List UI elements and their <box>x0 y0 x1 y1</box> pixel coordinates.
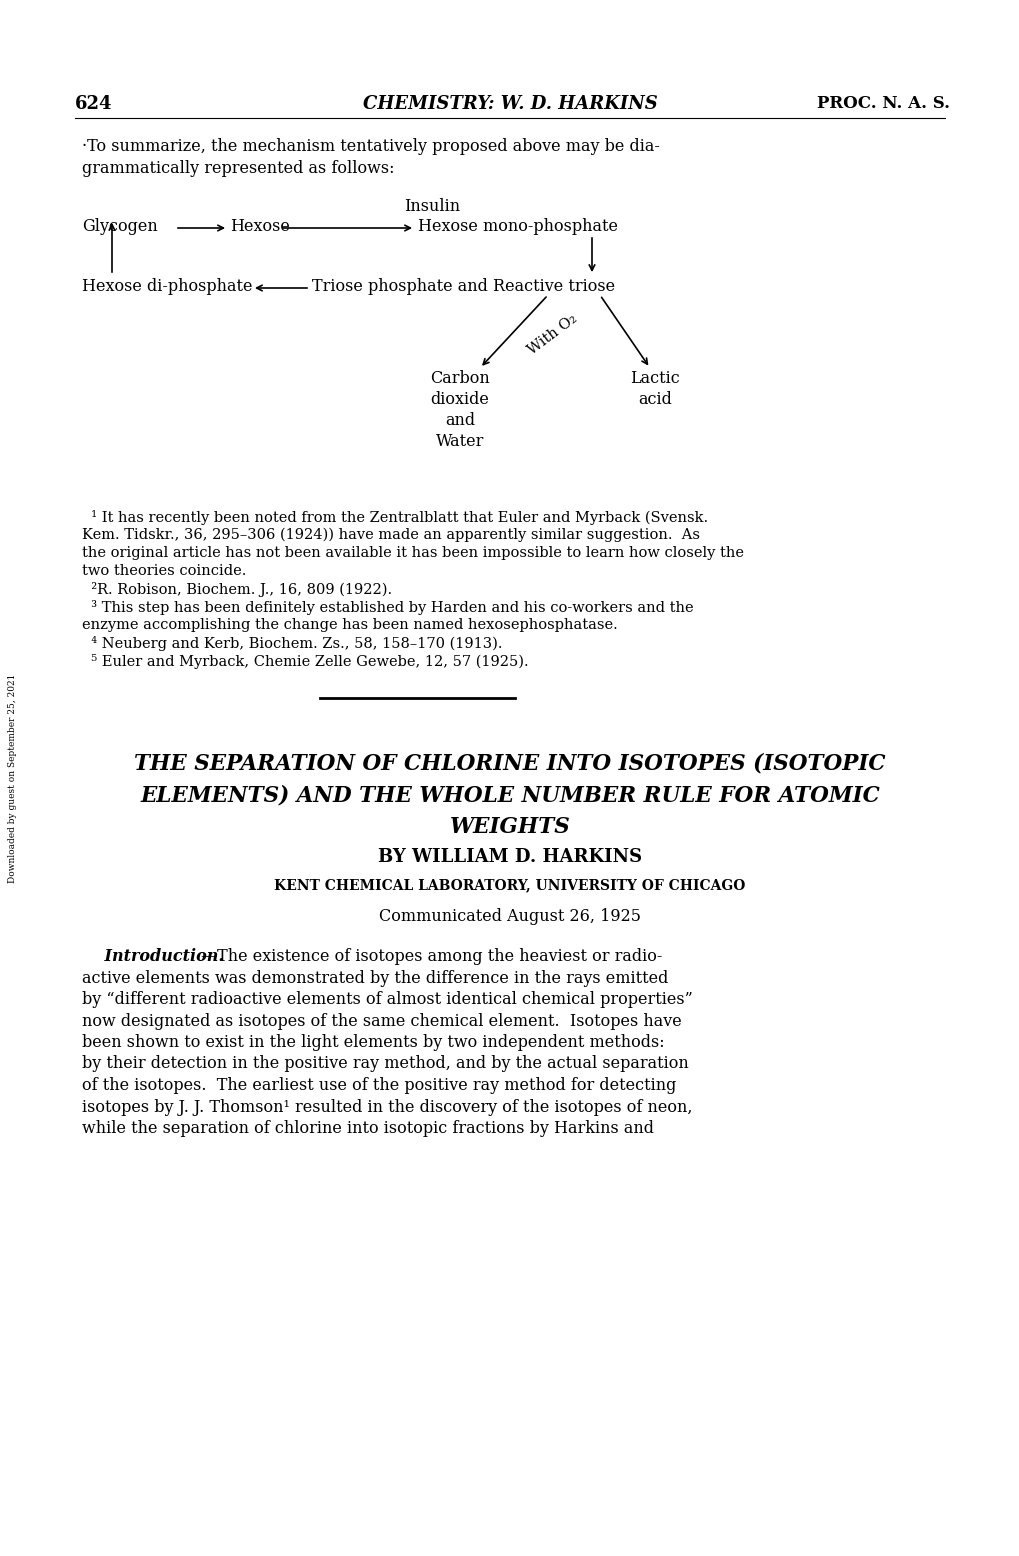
Text: ³ This step has been definitely established by Harden and his co-workers and the: ³ This step has been definitely establis… <box>82 601 693 615</box>
Text: the original article has not been available it has been impossible to learn how : the original article has not been availa… <box>82 546 743 560</box>
Text: of the isotopes.  The earliest use of the positive ray method for detecting: of the isotopes. The earliest use of the… <box>82 1077 676 1094</box>
Text: by “different radioactive elements of almost identical chemical properties”: by “different radioactive elements of al… <box>82 991 692 1008</box>
Text: Glycogen: Glycogen <box>82 218 158 235</box>
Text: ELEMENTS) AND THE WHOLE NUMBER RULE FOR ATOMIC: ELEMENTS) AND THE WHOLE NUMBER RULE FOR … <box>140 784 879 806</box>
Text: PROC. N. A. S.: PROC. N. A. S. <box>816 95 949 112</box>
Text: 624: 624 <box>75 95 112 114</box>
Text: grammatically represented as follows:: grammatically represented as follows: <box>82 160 394 177</box>
Text: Communicated August 26, 1925: Communicated August 26, 1925 <box>379 909 640 924</box>
Text: ¹ It has recently been noted from the Zentralblatt that Euler and Myrback (Svens: ¹ It has recently been noted from the Ze… <box>82 510 707 524</box>
Text: Downloaded by guest on September 25, 2021: Downloaded by guest on September 25, 202… <box>8 674 17 882</box>
Text: ⁴ Neuberg and Kerb, Biochem. Zs., 58, 158–170 (1913).: ⁴ Neuberg and Kerb, Biochem. Zs., 58, 15… <box>82 636 502 650</box>
Text: now designated as isotopes of the same chemical element.  Isotopes have: now designated as isotopes of the same c… <box>82 1013 681 1030</box>
Text: ²R. Robison, Biochem. J., 16, 809 (1922).: ²R. Robison, Biochem. J., 16, 809 (1922)… <box>82 582 391 598</box>
Text: Lactic
acid: Lactic acid <box>630 370 680 408</box>
Text: while the separation of chlorine into isotopic fractions by Harkins and: while the separation of chlorine into is… <box>82 1120 653 1137</box>
Text: Carbon
dioxide
and
Water: Carbon dioxide and Water <box>430 370 489 450</box>
Text: Hexose di-phosphate: Hexose di-phosphate <box>82 279 253 296</box>
Text: CHEMISTRY: W. D. HARKINS: CHEMISTRY: W. D. HARKINS <box>363 95 656 114</box>
Text: enzyme accomplishing the change has been named hexosephosphatase.: enzyme accomplishing the change has been… <box>82 618 618 632</box>
Text: active elements was demonstrated by the difference in the rays emitted: active elements was demonstrated by the … <box>82 969 667 987</box>
Text: isotopes by J. J. Thomson¹ resulted in the discovery of the isotopes of neon,: isotopes by J. J. Thomson¹ resulted in t… <box>82 1099 692 1116</box>
Text: Insulin: Insulin <box>404 198 460 215</box>
Text: THE SEPARATION OF CHLORINE INTO ISOTOPES (ISOTOPIC: THE SEPARATION OF CHLORINE INTO ISOTOPES… <box>135 752 884 773</box>
Text: been shown to exist in the light elements by two independent methods:: been shown to exist in the light element… <box>82 1035 664 1050</box>
Text: WEIGHTS: WEIGHTS <box>449 815 570 839</box>
Text: by their detection in the positive ray method, and by the actual separation: by their detection in the positive ray m… <box>82 1055 688 1072</box>
Text: KENT CHEMICAL LABORATORY, UNIVERSITY OF CHICAGO: KENT CHEMICAL LABORATORY, UNIVERSITY OF … <box>274 878 745 892</box>
Text: ⁵ Euler and Myrback, Chemie Zelle Gewebe, 12, 57 (1925).: ⁵ Euler and Myrback, Chemie Zelle Gewebe… <box>82 654 528 669</box>
Text: Kem. Tidskr., 36, 295–306 (1924)) have made an apparently similar suggestion.  A: Kem. Tidskr., 36, 295–306 (1924)) have m… <box>82 527 699 543</box>
Text: —The existence of isotopes among the heaviest or radio-: —The existence of isotopes among the hea… <box>201 948 661 965</box>
Text: Triose phosphate and Reactive triose: Triose phosphate and Reactive triose <box>312 279 614 296</box>
Text: With O₂: With O₂ <box>526 313 580 358</box>
Text: ·To summarize, the mechanism tentatively proposed above may be dia-: ·To summarize, the mechanism tentatively… <box>82 138 659 156</box>
Text: Introduction.: Introduction. <box>82 948 224 965</box>
Text: two theories coincide.: two theories coincide. <box>82 563 247 577</box>
Text: BY WILLIAM D. HARKINS: BY WILLIAM D. HARKINS <box>378 848 641 867</box>
Text: Hexose: Hexose <box>229 218 289 235</box>
Text: Hexose mono-phosphate: Hexose mono-phosphate <box>418 218 618 235</box>
